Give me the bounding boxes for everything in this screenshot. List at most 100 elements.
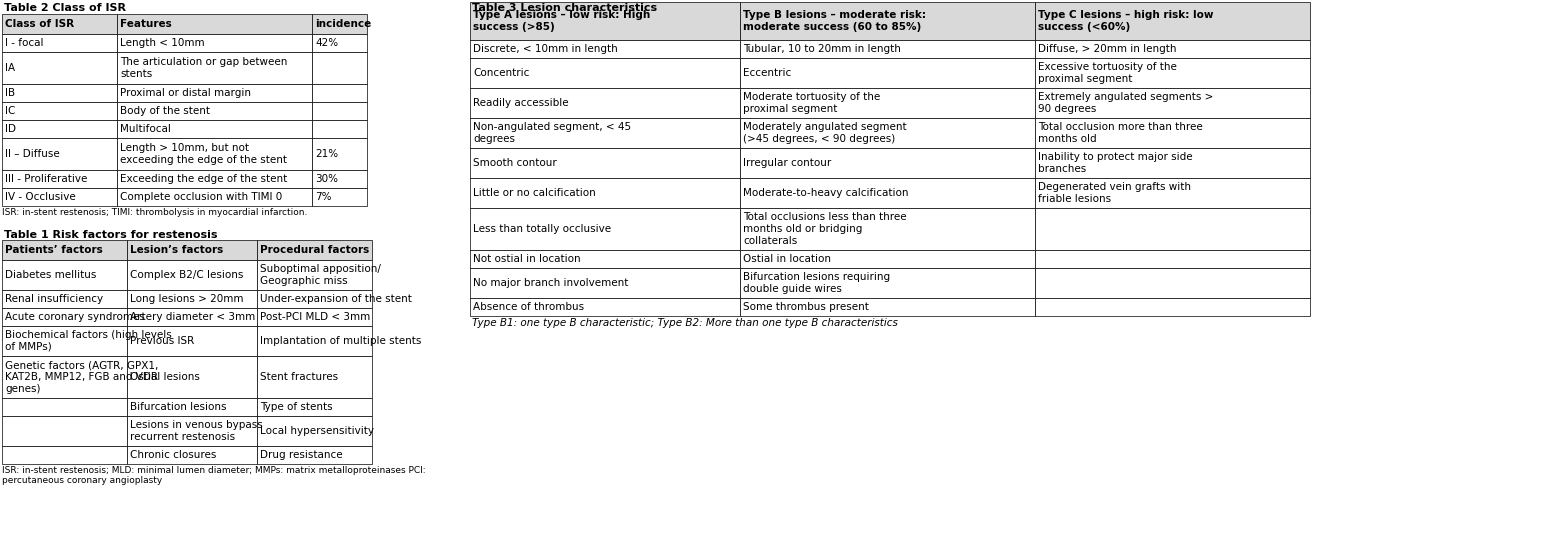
Text: Smooth contour: Smooth contour [474, 158, 557, 168]
Text: Degenerated vein grafts with
friable lesions: Degenerated vein grafts with friable les… [1038, 182, 1191, 204]
Bar [2, 14, 117, 34]
Text: Stent fractures: Stent fractures [261, 372, 338, 382]
Bar [127, 326, 258, 356]
Text: Tubular, 10 to 20mm in length: Tubular, 10 to 20mm in length [744, 44, 901, 54]
Bar [2, 308, 127, 326]
Bar [117, 52, 312, 84]
Text: Renal insufficiency: Renal insufficiency [5, 294, 103, 304]
Bar [2, 290, 127, 308]
Text: Patients’ factors: Patients’ factors [5, 245, 103, 255]
Text: Proximal or distal margin: Proximal or distal margin [120, 88, 252, 98]
Bar [471, 148, 741, 178]
Text: Features: Features [120, 19, 171, 29]
Bar [471, 298, 741, 316]
Text: No major branch involvement: No major branch involvement [474, 278, 628, 288]
Bar [2, 240, 127, 260]
Text: Procedural factors: Procedural factors [261, 245, 369, 255]
Text: Absence of thrombus: Absence of thrombus [474, 302, 585, 312]
Text: Moderate tortuosity of the
proximal segment: Moderate tortuosity of the proximal segm… [744, 92, 880, 114]
Text: Complex B2/C lesions: Complex B2/C lesions [130, 270, 244, 280]
Bar [1035, 298, 1310, 316]
Bar [1035, 58, 1310, 88]
Bar [117, 14, 312, 34]
Bar [312, 138, 367, 170]
Text: Type A lesions – low risk: High
success (>85): Type A lesions – low risk: High success … [474, 10, 650, 32]
Text: Type of stents: Type of stents [261, 402, 333, 412]
Bar [258, 290, 372, 308]
Bar [1035, 208, 1310, 250]
Text: Irregular contour: Irregular contour [744, 158, 832, 168]
Bar [741, 178, 1035, 208]
Text: Drug resistance: Drug resistance [261, 450, 343, 460]
Text: Ostial in location: Ostial in location [744, 254, 832, 264]
Text: Bifurcation lesions: Bifurcation lesions [130, 402, 227, 412]
Text: Lesion’s factors: Lesion’s factors [130, 245, 224, 255]
Text: Body of the stent: Body of the stent [120, 106, 210, 116]
Bar [117, 170, 312, 188]
Bar [312, 188, 367, 206]
Bar [258, 356, 372, 398]
Bar [258, 398, 372, 416]
Text: Ostial lesions: Ostial lesions [130, 372, 201, 382]
Bar [2, 34, 117, 52]
Bar [471, 118, 741, 148]
Bar [1035, 178, 1310, 208]
Text: Acute coronary syndromes: Acute coronary syndromes [5, 312, 145, 322]
Bar [2, 170, 117, 188]
Bar [258, 416, 372, 446]
Bar [471, 40, 741, 58]
Text: Post-PCI MLD < 3mm: Post-PCI MLD < 3mm [261, 312, 370, 322]
Text: Bifurcation lesions requiring
double guide wires: Bifurcation lesions requiring double gui… [744, 272, 890, 294]
Bar [2, 120, 117, 138]
Text: Long lesions > 20mm: Long lesions > 20mm [130, 294, 244, 304]
Bar [471, 250, 741, 268]
Text: IC: IC [5, 106, 15, 116]
Text: Not ostial in location: Not ostial in location [474, 254, 580, 264]
Bar [117, 102, 312, 120]
Bar [741, 208, 1035, 250]
Text: 7%: 7% [315, 192, 332, 202]
Bar [127, 398, 258, 416]
Bar [117, 34, 312, 52]
Bar [471, 208, 741, 250]
Bar [741, 298, 1035, 316]
Bar [1035, 250, 1310, 268]
Text: Total occlusions less than three
months old or bridging
collaterals: Total occlusions less than three months … [744, 212, 907, 246]
Bar [2, 52, 117, 84]
Bar [312, 120, 367, 138]
Text: Under-expansion of the stent: Under-expansion of the stent [261, 294, 412, 304]
Text: The articulation or gap between
stents: The articulation or gap between stents [120, 57, 287, 79]
Text: I - focal: I - focal [5, 38, 43, 48]
Text: ISR: in-stent restenosis; TIMI: thrombolysis in myocardial infarction.: ISR: in-stent restenosis; TIMI: thrombol… [2, 208, 307, 217]
Text: IA: IA [5, 63, 15, 73]
Text: incidence: incidence [315, 19, 372, 29]
Text: Suboptimal apposition/
Geographic miss: Suboptimal apposition/ Geographic miss [261, 264, 381, 286]
Text: 21%: 21% [315, 149, 338, 159]
Bar [127, 356, 258, 398]
Text: Little or no calcification: Little or no calcification [474, 188, 596, 198]
Text: Table 1 Risk factors for restenosis: Table 1 Risk factors for restenosis [5, 230, 218, 240]
Text: Some thrombus present: Some thrombus present [744, 302, 869, 312]
Text: Eccentric: Eccentric [744, 68, 792, 78]
Text: Table 3 Lesion characteristics: Table 3 Lesion characteristics [472, 3, 657, 13]
Text: Previous ISR: Previous ISR [130, 336, 194, 346]
Text: III - Proliferative: III - Proliferative [5, 174, 88, 184]
Text: Moderate-to-heavy calcification: Moderate-to-heavy calcification [744, 188, 909, 198]
Text: Genetic factors (AGTR, GPX1,
KAT2B, MMP12, FGB and VDR
genes): Genetic factors (AGTR, GPX1, KAT2B, MMP1… [5, 360, 159, 394]
Bar [2, 138, 117, 170]
Bar [127, 416, 258, 446]
Bar [1035, 268, 1310, 298]
Text: Multifocal: Multifocal [120, 124, 171, 134]
Bar [471, 58, 741, 88]
Bar [127, 446, 258, 464]
Text: Exceeding the edge of the stent: Exceeding the edge of the stent [120, 174, 287, 184]
Bar [258, 260, 372, 290]
Bar [2, 446, 127, 464]
Text: Length < 10mm: Length < 10mm [120, 38, 205, 48]
Bar [117, 84, 312, 102]
Bar [117, 188, 312, 206]
Bar [2, 416, 127, 446]
Text: Type B1: one type B characteristic; Type B2: More than one type B characteristic: Type B1: one type B characteristic; Type… [472, 318, 898, 328]
Bar [127, 308, 258, 326]
Text: IB: IB [5, 88, 15, 98]
